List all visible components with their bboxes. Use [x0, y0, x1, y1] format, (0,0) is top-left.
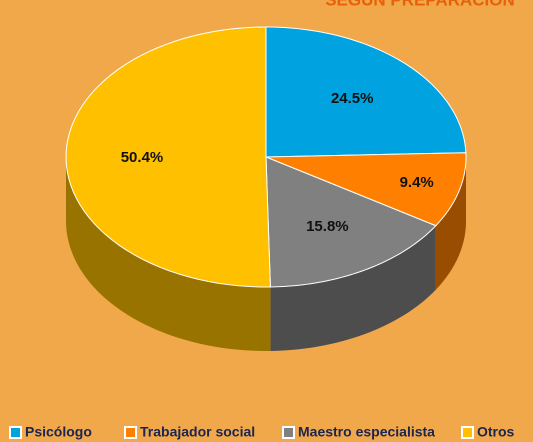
slice-side-shade — [66, 157, 271, 351]
legend-label: Maestro especialista — [298, 424, 435, 440]
slice — [265, 152, 467, 227]
slice — [265, 26, 467, 158]
legend-swatch — [9, 426, 22, 439]
slice-side — [435, 157, 466, 290]
legend-label: Trabajador social — [140, 424, 255, 440]
legend-swatch — [461, 426, 474, 439]
slice-side — [66, 157, 271, 351]
slice — [265, 156, 437, 288]
legend-swatch — [282, 426, 295, 439]
legend-label: Psicólogo — [25, 424, 92, 440]
data-label: 9.4% — [400, 174, 434, 191]
data-label: 50.4% — [121, 149, 164, 166]
legend-swatch — [124, 426, 137, 439]
slice — [65, 26, 271, 288]
chart-title: SEGÚN PREPARACIÓN — [325, 0, 515, 9]
legend-label: Otros — [477, 424, 515, 440]
slice-side-shade — [435, 157, 466, 290]
data-label: 15.8% — [306, 218, 349, 235]
data-label: 24.5% — [331, 90, 374, 107]
